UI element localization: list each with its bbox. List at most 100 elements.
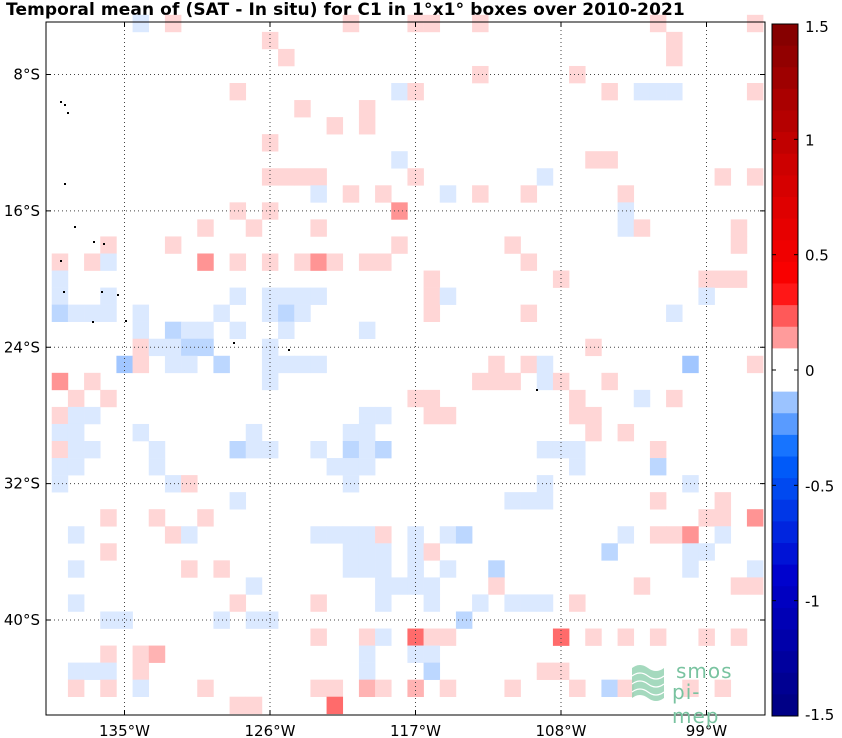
data-cell (520, 594, 538, 612)
data-cell (375, 543, 392, 561)
data-cell (536, 594, 554, 612)
data-cell (455, 611, 473, 629)
data-cell (666, 48, 683, 67)
data-cell (132, 645, 150, 663)
y-tick-label: 16°S (4, 202, 40, 220)
data-cell (375, 441, 392, 459)
colorbar-segment (772, 175, 798, 198)
data-cell (358, 560, 376, 578)
data-cell (714, 492, 732, 510)
data-cell (585, 628, 602, 646)
data-cell (326, 679, 344, 698)
colorbar-segment (772, 326, 798, 349)
data-cell (358, 406, 376, 425)
data-cell (310, 253, 327, 271)
data-cell (633, 389, 651, 408)
data-cell (488, 355, 505, 374)
colorbar-segment (772, 564, 798, 587)
data-cell (504, 492, 521, 510)
island-speck (64, 183, 66, 185)
data-cell (229, 492, 247, 510)
data-cell (148, 458, 166, 476)
data-cell (51, 475, 69, 493)
colorbar-tick-label: -0.5 (805, 477, 834, 495)
island-speck (117, 294, 119, 296)
data-cell (746, 560, 764, 578)
data-cell (472, 594, 489, 612)
data-cell (666, 389, 683, 408)
data-cell (229, 321, 247, 340)
data-cell (682, 355, 699, 374)
data-cell (67, 662, 85, 680)
data-cell (213, 560, 230, 578)
data-cell (391, 83, 408, 101)
data-cell (278, 168, 295, 186)
data-cell (746, 83, 764, 101)
y-tick-label: 32°S (4, 475, 40, 493)
colorbar-segment (772, 543, 798, 566)
colorbar-segment (772, 391, 798, 414)
data-cell (148, 338, 166, 357)
colorbar-segment (772, 499, 798, 522)
data-cell (439, 679, 457, 698)
data-cell (164, 526, 182, 544)
data-cell (714, 168, 732, 186)
island-speck (74, 226, 76, 228)
logo-text-smos: smos (676, 659, 733, 683)
data-cell (375, 560, 392, 578)
data-cell (84, 441, 101, 459)
data-cell (439, 526, 457, 544)
data-cell (164, 475, 182, 493)
data-cell (407, 628, 424, 646)
data-cell (375, 185, 392, 203)
data-cell (455, 526, 473, 544)
data-cell (116, 355, 133, 374)
data-cell (714, 679, 732, 698)
data-cell (342, 526, 360, 544)
data-cell (278, 304, 295, 322)
island-speck (67, 112, 69, 114)
data-cell (213, 304, 230, 322)
island-speck (93, 241, 95, 243)
data-cell (310, 628, 327, 646)
data-cell (100, 389, 117, 408)
data-cell (439, 287, 457, 305)
data-cell (229, 83, 247, 101)
data-cell (633, 83, 651, 101)
colorbar-segment (772, 197, 798, 220)
data-cell (358, 117, 376, 135)
data-cell (197, 679, 214, 698)
data-cell (746, 509, 764, 527)
data-cell (617, 219, 635, 237)
data-cell (504, 679, 521, 698)
y-axis-ticks: 8°S 16°S 24°S 32°S 40°S (4, 66, 765, 629)
data-cell (261, 31, 279, 50)
data-cell (375, 526, 392, 544)
data-cell (358, 100, 376, 118)
data-cell (181, 338, 198, 357)
data-cell (132, 304, 150, 322)
colorbar: 1.5 1 0.5 0 -0.5 -1 -1.5 (771, 18, 834, 724)
data-cell (100, 253, 117, 271)
data-cell (407, 543, 424, 561)
data-cell (326, 458, 344, 476)
data-cell (536, 372, 554, 391)
data-cell (100, 509, 117, 527)
data-cell (358, 526, 376, 544)
data-cell (617, 526, 635, 544)
data-cell (132, 321, 150, 340)
colorbar-segment (772, 283, 798, 306)
data-cell (342, 185, 360, 203)
colorbar-segment (772, 586, 798, 609)
data-cell (261, 372, 279, 391)
data-cell (278, 48, 295, 67)
data-cell (67, 458, 85, 476)
x-axis-ticks: 135°W 126°W 117°W 108°W 99°W (99, 22, 727, 738)
data-cell (358, 458, 376, 476)
data-cell (552, 270, 570, 288)
data-cell (51, 253, 69, 271)
data-cell (552, 441, 570, 459)
data-cell (100, 662, 117, 680)
data-cell (585, 423, 602, 442)
